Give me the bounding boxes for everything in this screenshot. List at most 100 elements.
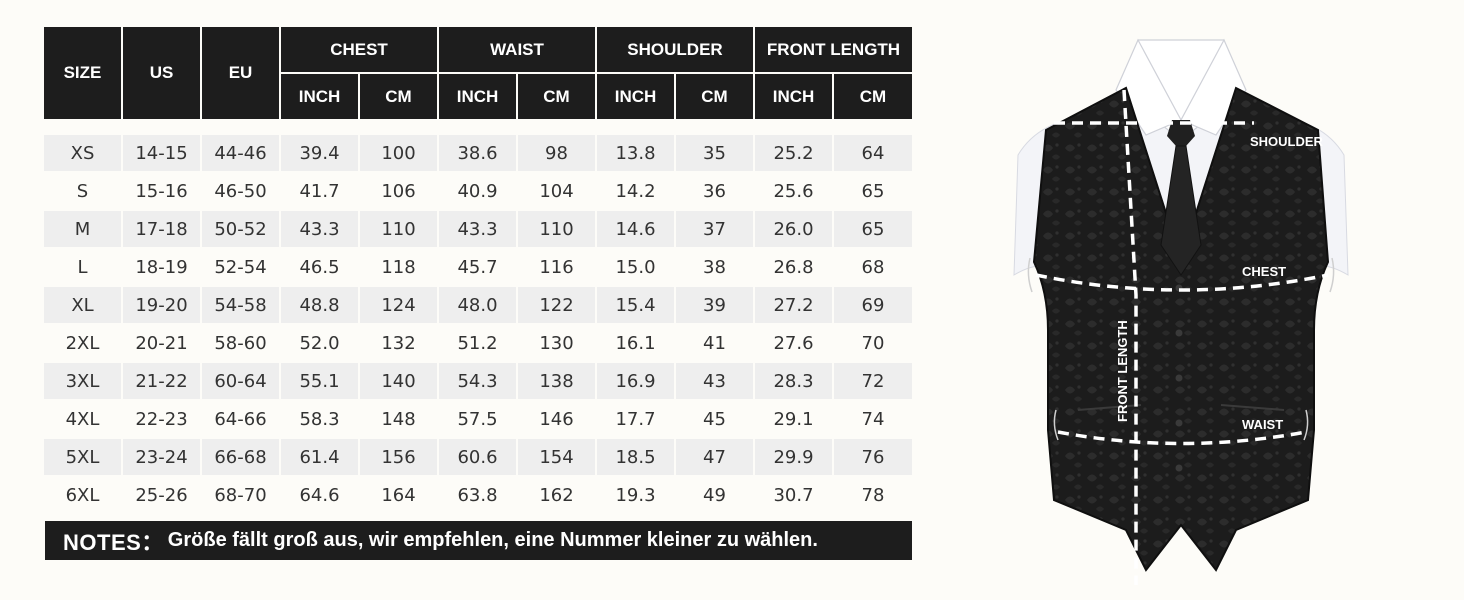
cell-eu: 44-46 — [202, 135, 281, 173]
cell-chest-cm: 132 — [360, 325, 439, 363]
table-spacer — [44, 121, 912, 135]
front-length-label: FRONT LENGTH — [1115, 320, 1130, 422]
waist-measure-line — [1057, 430, 1307, 446]
subheader-front-length-cm: CM — [834, 74, 912, 121]
table-row: XS 14-15 44-46 39.4 100 38.6 98 13.8 35 25.2 64 — [44, 135, 912, 173]
cell-shoulder-inch: 19.3 — [597, 477, 676, 515]
cell-waist-cm: 146 — [518, 401, 597, 439]
cell-front-length-inch: 29.1 — [755, 401, 834, 439]
cell-us: 23-24 — [123, 439, 202, 477]
cell-chest-cm: 118 — [360, 249, 439, 287]
cell-us: 14-15 — [123, 135, 202, 173]
cell-shoulder-inch: 16.9 — [597, 363, 676, 401]
table-row: M 17-18 50-52 43.3 110 43.3 110 14.6 37 26.0 65 — [44, 211, 912, 249]
cell-front-length-inch: 25.6 — [755, 173, 834, 211]
cell-us: 20-21 — [123, 325, 202, 363]
cell-front-length-cm: 65 — [834, 211, 912, 249]
cell-size: XL — [44, 287, 123, 325]
header-chest: CHEST — [281, 27, 439, 74]
table-row: 2XL 20-21 58-60 52.0 132 51.2 130 16.1 41 27.6 70 — [44, 325, 912, 363]
cell-chest-inch: 58.3 — [281, 401, 360, 439]
vest-illustration: SHOULDER CHEST WAIST FRONT LENGTH — [1013, 38, 1349, 585]
cell-us: 17-18 — [123, 211, 202, 249]
cell-chest-inch: 52.0 — [281, 325, 360, 363]
cell-shoulder-cm: 39 — [676, 287, 755, 325]
cell-chest-cm: 140 — [360, 363, 439, 401]
front-length-measure-line — [1122, 89, 1138, 585]
cell-front-length-cm: 78 — [834, 477, 912, 515]
cell-chest-cm: 124 — [360, 287, 439, 325]
vest-measurement-diagram: SHOULDER CHEST WAIST FRONT LENGTH — [996, 30, 1366, 590]
subheader-shoulder-cm: CM — [676, 74, 755, 121]
cell-us: 25-26 — [123, 477, 202, 515]
table-row: 4XL 22-23 64-66 58.3 148 57.5 146 17.7 45 29.1 74 — [44, 401, 912, 439]
cell-us: 18-19 — [123, 249, 202, 287]
cell-size: 3XL — [44, 363, 123, 401]
cell-waist-cm: 162 — [518, 477, 597, 515]
waist-label: WAIST — [1242, 417, 1283, 432]
cell-eu: 52-54 — [202, 249, 281, 287]
cell-shoulder-cm: 43 — [676, 363, 755, 401]
cell-front-length-inch: 29.9 — [755, 439, 834, 477]
size-chart-body: XS 14-15 44-46 39.4 100 38.6 98 13.8 35 25.2 64 S 15… — [44, 121, 912, 515]
cell-size: M — [44, 211, 123, 249]
cell-front-length-inch: 26.8 — [755, 249, 834, 287]
cell-chest-inch: 41.7 — [281, 173, 360, 211]
cell-us: 22-23 — [123, 401, 202, 439]
subheader-front-length-inch: INCH — [755, 74, 834, 121]
cell-shoulder-inch: 17.7 — [597, 401, 676, 439]
table-row: L 18-19 52-54 46.5 118 45.7 116 15.0 38 26.8 68 — [44, 249, 912, 287]
cell-shoulder-inch: 15.0 — [597, 249, 676, 287]
cell-size: 6XL — [44, 477, 123, 515]
chest-measure-line — [1035, 273, 1329, 292]
cell-waist-cm: 122 — [518, 287, 597, 325]
header-shoulder: SHOULDER — [597, 27, 755, 74]
cell-shoulder-cm: 36 — [676, 173, 755, 211]
subheader-chest-cm: CM — [360, 74, 439, 121]
cell-shoulder-cm: 45 — [676, 401, 755, 439]
cell-shoulder-inch: 14.6 — [597, 211, 676, 249]
cell-size: 2XL — [44, 325, 123, 363]
cell-chest-inch: 43.3 — [281, 211, 360, 249]
cell-front-length-cm: 70 — [834, 325, 912, 363]
cell-front-length-cm: 72 — [834, 363, 912, 401]
cell-eu: 66-68 — [202, 439, 281, 477]
table-row: 5XL 23-24 66-68 61.4 156 60.6 154 18.5 47 29.9 76 — [44, 439, 912, 477]
header-front-length: FRONT LENGTH — [755, 27, 912, 74]
cell-size: XS — [44, 135, 123, 173]
header-eu: EU — [202, 27, 281, 121]
header-size: SIZE — [44, 27, 123, 121]
cell-front-length-inch: 28.3 — [755, 363, 834, 401]
cell-size: L — [44, 249, 123, 287]
cell-front-length-inch: 30.7 — [755, 477, 834, 515]
cell-eu: 68-70 — [202, 477, 281, 515]
cell-shoulder-inch: 16.1 — [597, 325, 676, 363]
cell-us: 19-20 — [123, 287, 202, 325]
cell-chest-cm: 164 — [360, 477, 439, 515]
subheader-shoulder-inch: INCH — [597, 74, 676, 121]
cell-eu: 58-60 — [202, 325, 281, 363]
cell-chest-cm: 156 — [360, 439, 439, 477]
cell-waist-inch: 54.3 — [439, 363, 518, 401]
cell-front-length-inch: 27.6 — [755, 325, 834, 363]
cell-shoulder-cm: 37 — [676, 211, 755, 249]
cell-chest-inch: 46.5 — [281, 249, 360, 287]
subheader-waist-inch: INCH — [439, 74, 518, 121]
cell-front-length-cm: 74 — [834, 401, 912, 439]
cell-front-length-inch: 25.2 — [755, 135, 834, 173]
cell-chest-inch: 64.6 — [281, 477, 360, 515]
cell-chest-inch: 48.8 — [281, 287, 360, 325]
cell-waist-inch: 45.7 — [439, 249, 518, 287]
cell-us: 15-16 — [123, 173, 202, 211]
cell-shoulder-cm: 35 — [676, 135, 755, 173]
header-us: US — [123, 27, 202, 121]
cell-shoulder-inch: 15.4 — [597, 287, 676, 325]
cell-us: 21-22 — [123, 363, 202, 401]
cell-waist-inch: 38.6 — [439, 135, 518, 173]
subheader-waist-cm: CM — [518, 74, 597, 121]
cell-shoulder-cm: 47 — [676, 439, 755, 477]
cell-waist-inch: 48.0 — [439, 287, 518, 325]
cell-chest-inch: 39.4 — [281, 135, 360, 173]
cell-chest-cm: 148 — [360, 401, 439, 439]
cell-shoulder-inch: 14.2 — [597, 173, 676, 211]
